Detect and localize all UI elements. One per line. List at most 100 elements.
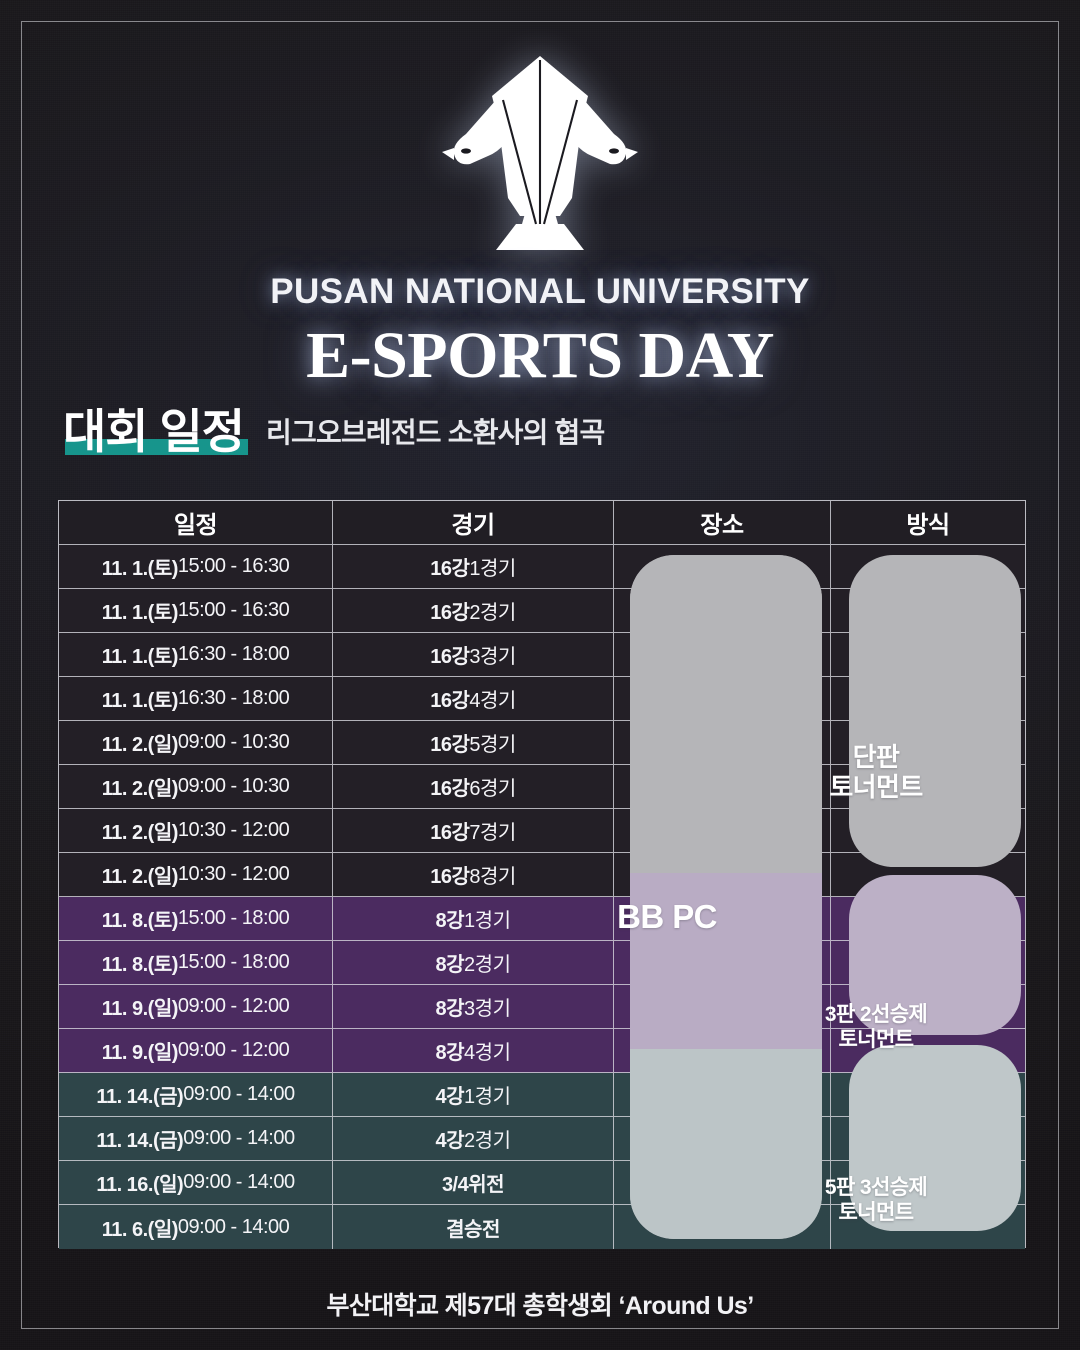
- cell-venue: [614, 765, 831, 808]
- cell-date-time: 09:00 - 14:00: [177, 1215, 290, 1238]
- cell-date-day: 11. 16.(일): [96, 1174, 184, 1196]
- footer-credit: 부산대학교 제57대 총학생회 ‘Around Us’: [326, 1292, 754, 1320]
- cell-match: 16강 6경기: [333, 765, 614, 808]
- heading-underline-accent: [65, 439, 249, 455]
- table-row: 11. 1.(토) 15:00 - 16:30 16강 1경기: [59, 545, 1025, 589]
- table-row: 11. 14.(금) 09:00 - 14:00 4강 1경기: [59, 1073, 1025, 1117]
- cell-date-time: 09:00 - 14:00: [183, 1127, 295, 1149]
- event-title: E-SPORTS DAY: [306, 319, 774, 392]
- cell-mode: [831, 1029, 1025, 1072]
- cell-date-day: 11. 2.(일): [101, 822, 179, 844]
- cell-date-time: 15:00 - 18:00: [177, 951, 290, 973]
- cell-match-number: 8경기: [469, 866, 516, 888]
- cell-date: 11. 9.(일) 09:00 - 12:00: [59, 1029, 333, 1072]
- cell-date: 11. 16.(일) 09:00 - 14:00: [59, 1161, 333, 1204]
- cell-date-time: 10:30 - 12:00: [177, 863, 290, 885]
- cell-date: 11. 2.(일) 09:00 - 10:30: [59, 765, 333, 808]
- cell-match-number: 3경기: [469, 646, 516, 668]
- cell-match: 8강 3경기: [333, 985, 614, 1028]
- cell-mode: [831, 897, 1025, 940]
- cell-match-number: 1경기: [469, 558, 516, 580]
- cell-date-day: 11. 1.(토): [101, 690, 179, 712]
- cell-date-day: 11. 8.(토): [101, 954, 179, 976]
- cell-match-number: 6경기: [469, 778, 516, 800]
- cell-date-day: 11. 14.(금): [96, 1086, 184, 1108]
- cell-date-day: 11. 2.(일): [101, 778, 179, 800]
- table-row: 11. 6.(일) 09:00 - 14:00 결승전: [59, 1205, 1025, 1249]
- cell-venue: [614, 809, 831, 852]
- cell-mode: [831, 765, 1025, 808]
- cell-date-time: 09:00 - 12:00: [177, 1039, 290, 1061]
- column-header-mode: 방식: [906, 512, 950, 539]
- cell-date: 11. 1.(토) 15:00 - 16:30: [59, 589, 333, 632]
- cell-match: 결승전: [333, 1205, 614, 1249]
- cell-date: 11. 2.(일) 09:00 - 10:30: [59, 721, 333, 764]
- table-row: 11. 1.(토) 16:30 - 18:00 16강 4경기: [59, 677, 1025, 721]
- cell-match-number: 1경기: [464, 910, 511, 932]
- cell-date-day: 11. 1.(토): [101, 646, 179, 668]
- cell-date: 11. 14.(금) 09:00 - 14:00: [59, 1117, 333, 1160]
- cell-match-number: 2경기: [464, 1130, 511, 1152]
- cell-match-stage: 16강: [430, 690, 470, 712]
- table-row: 11. 8.(토) 15:00 - 18:00 8강 2경기: [59, 941, 1025, 985]
- table-row: 11. 8.(토) 15:00 - 18:00 8강 1경기: [59, 897, 1025, 941]
- cell-date-day: 11. 9.(일): [101, 998, 179, 1020]
- table-row: 11. 2.(일) 09:00 - 10:30 16강 5경기: [59, 721, 1025, 765]
- cell-match: 16강 4경기: [333, 677, 614, 720]
- cell-date-day: 11. 14.(금): [96, 1130, 184, 1152]
- cell-match: 16강 3경기: [333, 633, 614, 676]
- cell-mode: [831, 941, 1025, 984]
- cell-venue: [614, 941, 831, 984]
- table-row: 11. 2.(일) 10:30 - 12:00 16강 7경기: [59, 809, 1025, 853]
- cell-mode: [831, 1073, 1025, 1116]
- cell-match-stage: 16강: [430, 602, 470, 624]
- table-row: 11. 14.(금) 09:00 - 14:00 4강 2경기: [59, 1117, 1025, 1161]
- cell-match-stage: 결승전: [446, 1218, 500, 1241]
- table-row: 11. 1.(토) 15:00 - 16:30 16강 2경기: [59, 589, 1025, 633]
- cell-date: 11. 2.(일) 10:30 - 12:00: [59, 809, 333, 852]
- cell-mode: [831, 853, 1025, 896]
- table-row: 11. 9.(일) 09:00 - 12:00 8강 3경기: [59, 985, 1025, 1029]
- cell-match: 16강 8경기: [333, 853, 614, 896]
- cell-date-day: 11. 1.(토): [101, 602, 179, 624]
- table-header-row: 일정 경기 장소 방식: [59, 501, 1025, 545]
- cell-venue: [614, 1073, 831, 1116]
- cell-mode: [831, 589, 1025, 632]
- cell-match: 3/4위전: [333, 1161, 614, 1204]
- cell-mode: [831, 809, 1025, 852]
- cell-match: 16강 1경기: [333, 545, 614, 588]
- cell-date-time: 09:00 - 14:00: [183, 1171, 295, 1193]
- cell-date-time: 16:30 - 18:00: [177, 643, 290, 665]
- cell-venue: [614, 677, 831, 720]
- table-row: 11. 9.(일) 09:00 - 12:00 8강 4경기: [59, 1029, 1025, 1073]
- cell-match-stage: 4강: [435, 1130, 465, 1152]
- cell-venue: [614, 985, 831, 1028]
- cell-date-day: 11. 2.(일): [101, 734, 179, 756]
- cell-date-time: 09:00 - 10:30: [177, 775, 290, 797]
- cell-match: 8강 2경기: [333, 941, 614, 984]
- cell-match-stage: 8강: [435, 954, 465, 976]
- section-heading-wrap: 대회 일정: [63, 408, 249, 459]
- cell-mode: [831, 1205, 1025, 1249]
- cell-date-time: 09:00 - 12:00: [177, 995, 290, 1017]
- table-row: 11. 1.(토) 16:30 - 18:00 16강 3경기: [59, 633, 1025, 677]
- cell-match-number: 2경기: [464, 954, 511, 976]
- table-body: 11. 1.(토) 15:00 - 16:30 16강 1경기 11. 1.(토) …: [59, 545, 1025, 1249]
- cell-date: 11. 8.(토) 15:00 - 18:00: [59, 897, 333, 940]
- cell-venue: [614, 633, 831, 676]
- cell-match-stage: 16강: [430, 822, 470, 844]
- column-header-date: 일정: [59, 501, 333, 544]
- cell-date-time: 10:30 - 12:00: [177, 819, 290, 841]
- cell-date-day: 11. 8.(토): [101, 910, 179, 932]
- cell-date: 11. 14.(금) 09:00 - 14:00: [59, 1073, 333, 1116]
- cell-venue: [614, 545, 831, 588]
- column-header-match: 경기: [333, 501, 614, 544]
- cell-match-stage: 8강: [435, 1042, 465, 1064]
- cell-mode: [831, 1117, 1025, 1160]
- cell-match-stage: 16강: [430, 558, 470, 580]
- cell-date-day: 11. 2.(일): [101, 866, 179, 888]
- cell-venue: [614, 1117, 831, 1160]
- cell-match-number: 7경기: [469, 822, 516, 844]
- cell-date-time: 15:00 - 16:30: [177, 555, 290, 577]
